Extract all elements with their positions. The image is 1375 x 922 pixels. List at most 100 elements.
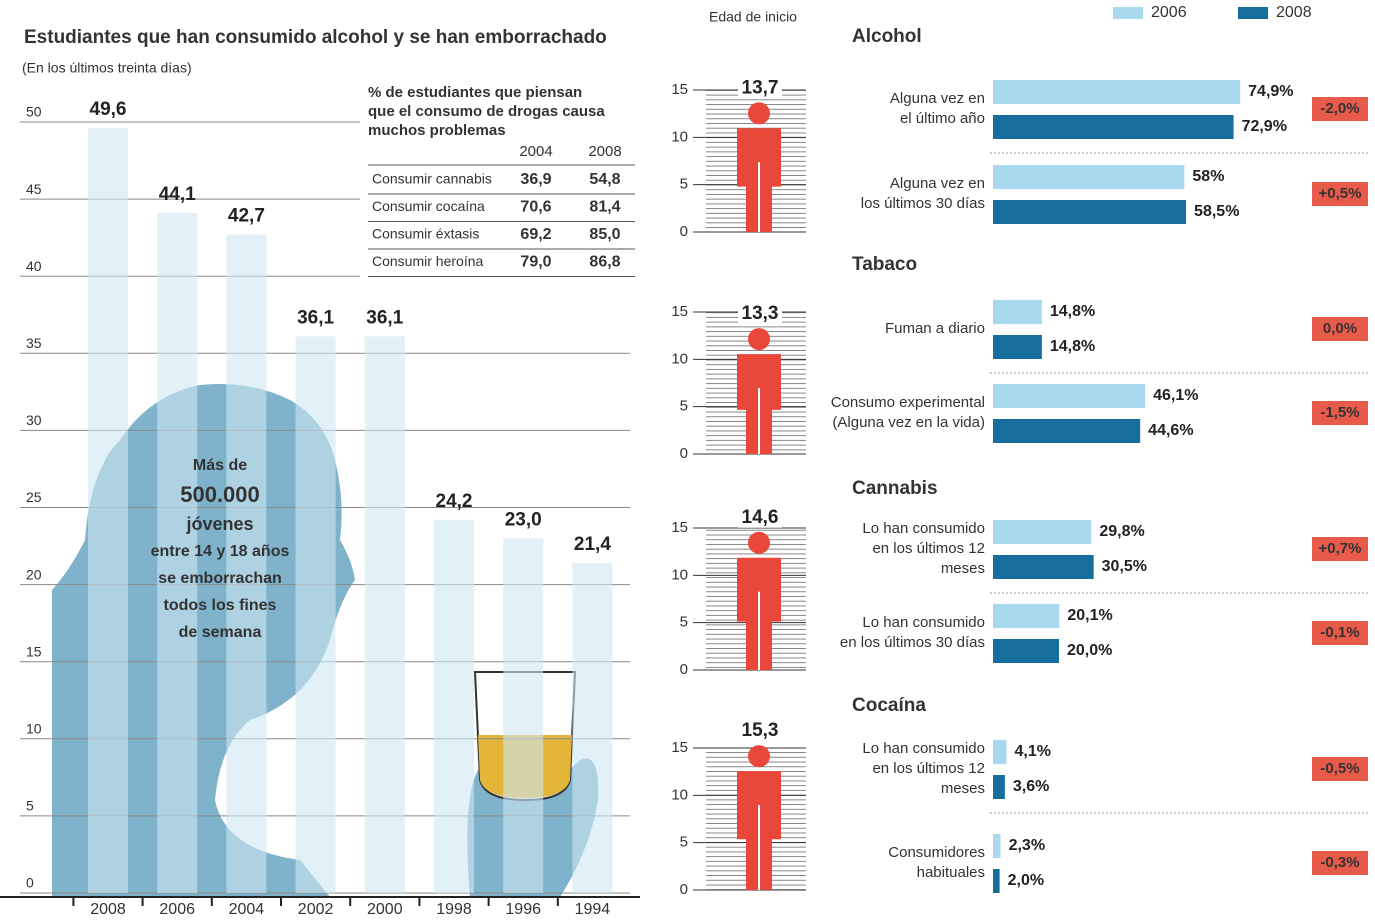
y-tick-label: 0: [680, 881, 688, 898]
table-cell: 79,0: [520, 254, 551, 271]
x-tick-label: 2004: [229, 901, 265, 918]
value-label: 2,0%: [1008, 872, 1044, 889]
value-label: 42,7: [228, 206, 265, 227]
row-label: Consumir éxtasis: [372, 226, 479, 242]
bar: [296, 336, 336, 893]
y-tick-label: 15: [671, 303, 688, 320]
bar: [993, 384, 1145, 408]
annotation: jóvenes: [185, 514, 253, 534]
bar: [993, 335, 1042, 359]
bar: [993, 604, 1059, 628]
bar: [993, 775, 1005, 799]
category-label: el último año: [900, 110, 985, 127]
y-tick-label: 35: [26, 335, 42, 351]
person-head: [748, 745, 770, 767]
y-tick-label: 10: [26, 721, 42, 737]
change-label: +0,5%: [1319, 185, 1362, 202]
change-label: -0,1%: [1320, 624, 1359, 641]
category-label: Fuman a diario: [885, 320, 985, 337]
change-label: -0,5%: [1320, 760, 1359, 777]
legend-label: 2008: [1276, 4, 1312, 21]
bar: [993, 639, 1059, 663]
value-label: 24,2: [436, 491, 473, 512]
subtitle: (En los últimos treinta días): [22, 60, 192, 76]
bar: [993, 740, 1007, 764]
y-tick-label: 40: [26, 258, 42, 274]
y-tick-label: 50: [26, 104, 42, 120]
value-label: 46,1%: [1153, 387, 1198, 404]
bar: [226, 235, 266, 893]
x-tick-label: 1996: [505, 901, 541, 918]
y-tick-label: 0: [680, 223, 688, 240]
category-label: Lo han consumido: [862, 614, 985, 631]
y-tick-label: 15: [671, 739, 688, 756]
category-label: meses: [941, 780, 985, 797]
category-label: Alguna vez en: [890, 175, 985, 192]
value-label: 58,5%: [1194, 203, 1239, 220]
value-label: 44,6%: [1148, 422, 1193, 439]
bar: [993, 165, 1184, 189]
y-tick-label: 25: [26, 489, 42, 505]
bar: [993, 80, 1240, 104]
bar: [993, 300, 1042, 324]
value-label: 13,3: [742, 303, 779, 324]
value-label: 23,0: [505, 509, 542, 530]
row-label: Consumir cannabis: [372, 171, 492, 187]
category-label: meses: [941, 560, 985, 577]
bar: [993, 834, 1001, 858]
y-tick-label: 5: [680, 614, 688, 631]
y-tick-label: 0: [680, 445, 688, 462]
legend-label: 2006: [1151, 4, 1187, 21]
y-tick-label: 10: [671, 786, 688, 803]
group-title: Alcohol: [852, 26, 922, 47]
x-tick-label: 1994: [575, 901, 611, 918]
group-title: Tabaco: [852, 254, 917, 275]
table-title: % de estudiantes que piensan: [368, 84, 582, 101]
y-tick-label: 10: [671, 566, 688, 583]
category-label: en los últimos 12: [872, 760, 985, 777]
y-tick-label: 15: [671, 519, 688, 536]
table-title: muchos problemas: [368, 122, 506, 139]
value-label: 21,4: [574, 534, 611, 555]
change-label: -1,5%: [1320, 404, 1359, 421]
legend-swatch: [1238, 7, 1268, 19]
value-label: 3,6%: [1013, 778, 1049, 795]
category-label: Consumidores: [888, 844, 985, 861]
chart-title: Estudiantes que han consumido alcohol y …: [24, 27, 607, 48]
annotation: todos los fines: [164, 597, 277, 614]
change-label: -0,3%: [1320, 854, 1359, 871]
value-label: 36,1: [366, 307, 403, 328]
y-tick-label: 20: [26, 566, 42, 582]
column-header: 2004: [519, 143, 552, 160]
value-label: 49,6: [90, 99, 127, 120]
bar: [993, 520, 1091, 544]
table-cell: 36,9: [520, 171, 551, 188]
person-head: [748, 328, 770, 350]
person-head: [748, 102, 770, 124]
person-head: [748, 532, 770, 554]
pictogram-title: Edad de inicio: [709, 9, 797, 25]
x-tick-label: 1998: [436, 901, 472, 918]
value-label: 30,5%: [1102, 558, 1147, 575]
annotation: de semana: [179, 624, 262, 641]
value-label: 14,8%: [1050, 338, 1095, 355]
bar: [503, 538, 543, 893]
bar: [88, 128, 128, 893]
value-label: 14,8%: [1050, 303, 1095, 320]
category-label: habituales: [917, 864, 985, 881]
y-tick-label: 30: [26, 412, 42, 428]
annotation: 500.000: [180, 482, 260, 507]
category-label: en los últimos 30 días: [840, 634, 985, 651]
y-tick-label: 15: [671, 81, 688, 98]
value-label: 72,9%: [1242, 118, 1287, 135]
annotation: Más de: [193, 457, 247, 474]
value-label: 4,1%: [1015, 743, 1051, 760]
category-label: Lo han consumido: [862, 740, 985, 757]
annotation: entre 14 y 18 años: [151, 543, 290, 560]
table-cell: 69,2: [520, 226, 551, 243]
value-label: 15,3: [742, 720, 779, 741]
bar: [434, 520, 474, 893]
value-label: 2,3%: [1009, 837, 1045, 854]
x-tick-label: 2008: [90, 901, 126, 918]
bar: [993, 869, 1000, 893]
